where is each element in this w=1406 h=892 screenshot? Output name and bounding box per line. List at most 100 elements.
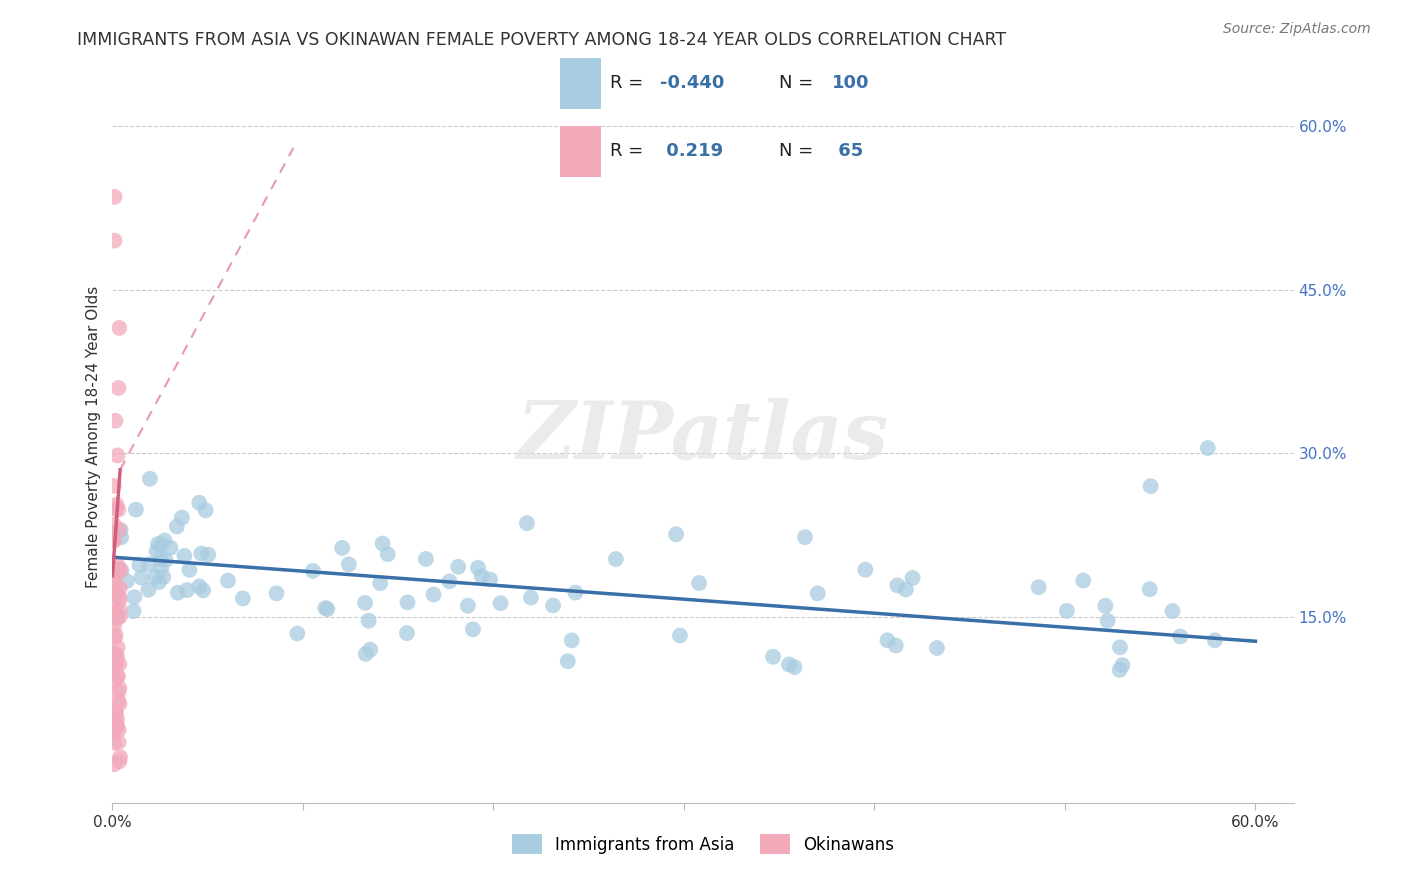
Point xyxy=(1111,658,1133,673)
Point xyxy=(110,530,132,544)
Point xyxy=(104,720,127,734)
Point xyxy=(104,653,127,667)
Point xyxy=(108,321,131,335)
Point xyxy=(105,712,128,726)
Text: 0.219: 0.219 xyxy=(661,142,723,160)
Point xyxy=(110,523,132,537)
Point xyxy=(145,544,167,558)
Point xyxy=(395,626,418,640)
Point xyxy=(115,574,138,588)
Point xyxy=(467,561,489,575)
Point xyxy=(285,626,308,640)
Point xyxy=(520,591,543,605)
Point xyxy=(124,590,146,604)
Point xyxy=(105,586,128,600)
Point xyxy=(354,647,377,661)
Point xyxy=(105,611,128,625)
Point xyxy=(605,552,627,566)
Point xyxy=(103,533,125,547)
Point xyxy=(337,558,360,572)
Point xyxy=(107,502,129,516)
Point xyxy=(103,736,125,750)
Text: R =: R = xyxy=(610,142,648,160)
Point xyxy=(807,586,830,600)
Point xyxy=(1109,640,1132,655)
Point xyxy=(108,603,131,617)
Point xyxy=(105,719,128,733)
Point xyxy=(104,659,127,673)
Point xyxy=(314,601,336,615)
Point xyxy=(103,533,125,548)
Point xyxy=(103,479,125,493)
Point xyxy=(104,657,127,671)
Point xyxy=(461,622,484,636)
Point xyxy=(1197,441,1219,455)
Point xyxy=(107,735,129,749)
Point xyxy=(330,541,353,555)
Text: Source: ZipAtlas.com: Source: ZipAtlas.com xyxy=(1223,22,1371,37)
Point xyxy=(104,599,127,614)
Point xyxy=(105,498,128,512)
Point xyxy=(188,496,211,510)
Text: IMMIGRANTS FROM ASIA VS OKINAWAN FEMALE POVERTY AMONG 18-24 YEAR OLDS CORRELATIO: IMMIGRANTS FROM ASIA VS OKINAWAN FEMALE … xyxy=(77,31,1007,49)
Point xyxy=(191,583,214,598)
FancyBboxPatch shape xyxy=(560,126,600,177)
Point xyxy=(894,582,917,597)
Point xyxy=(153,533,176,548)
Text: N =: N = xyxy=(779,142,820,160)
Point xyxy=(122,604,145,618)
Text: N =: N = xyxy=(779,74,820,92)
Point xyxy=(104,562,127,576)
Point xyxy=(1028,580,1050,594)
Point xyxy=(103,234,125,248)
Point xyxy=(108,562,131,576)
Point xyxy=(103,606,125,620)
Text: R =: R = xyxy=(610,74,648,92)
Point xyxy=(103,619,125,633)
Point xyxy=(159,541,181,555)
Point xyxy=(108,593,131,607)
Point xyxy=(104,414,127,428)
Point xyxy=(103,572,125,586)
Point xyxy=(783,660,806,674)
Point xyxy=(901,571,924,585)
Point xyxy=(129,571,152,585)
Point xyxy=(108,657,131,671)
Point xyxy=(368,576,391,591)
Point xyxy=(886,578,908,592)
Point xyxy=(1204,633,1226,648)
Point xyxy=(104,631,127,645)
Point xyxy=(105,612,128,626)
Point xyxy=(489,596,512,610)
Point xyxy=(176,583,198,598)
Point xyxy=(1168,630,1191,644)
Point xyxy=(138,582,160,597)
Point xyxy=(105,580,128,594)
Point xyxy=(188,579,211,593)
Point xyxy=(688,576,710,591)
FancyBboxPatch shape xyxy=(560,58,600,110)
Legend: Immigrants from Asia, Okinawans: Immigrants from Asia, Okinawans xyxy=(505,828,901,860)
Point xyxy=(150,538,173,552)
Point xyxy=(371,536,394,550)
Point xyxy=(107,669,129,683)
Point xyxy=(302,564,325,578)
Point xyxy=(103,190,125,204)
Point xyxy=(541,599,564,613)
Point xyxy=(217,574,239,588)
Point xyxy=(762,649,785,664)
Point xyxy=(107,723,129,737)
Point xyxy=(143,570,166,584)
Point xyxy=(103,723,125,737)
Text: 65: 65 xyxy=(831,142,863,160)
Point xyxy=(107,693,129,707)
Point xyxy=(108,609,131,624)
Point xyxy=(108,590,131,604)
Point xyxy=(108,581,131,595)
Point xyxy=(166,519,188,533)
Point xyxy=(173,549,195,563)
Point xyxy=(107,640,129,655)
Point xyxy=(665,527,688,541)
Point xyxy=(876,633,898,648)
Point xyxy=(794,530,817,544)
